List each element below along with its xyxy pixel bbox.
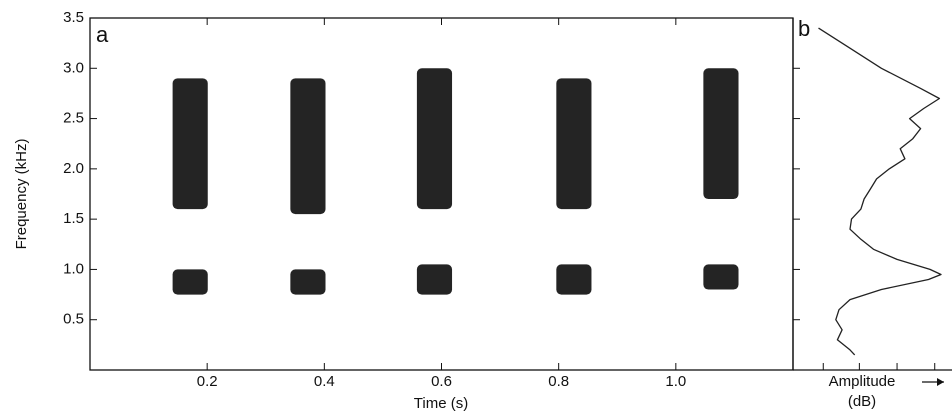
x-axis-unit: (dB)	[848, 393, 876, 410]
x-tick-label: 1.0	[665, 373, 686, 390]
y-tick-label: 0.5	[63, 311, 84, 328]
y-tick-label: 2.5	[63, 110, 84, 127]
call-band	[556, 264, 592, 295]
call-band	[416, 264, 453, 295]
x-tick-label: 0.2	[197, 373, 218, 390]
x-axis-label: Time (s)	[414, 395, 468, 412]
y-axis-label: Frequency (kHz)	[13, 139, 30, 250]
y-tick-label: 3.5	[63, 9, 84, 26]
call-band	[172, 269, 208, 295]
call-band	[172, 78, 208, 210]
x-tick-label: 0.4	[314, 373, 335, 390]
call-band	[290, 269, 326, 295]
spectrum-line	[818, 27, 942, 356]
y-tick-label: 1.0	[63, 260, 84, 277]
x-tick-label: 0.6	[431, 373, 452, 390]
call-band	[416, 68, 453, 210]
panel-label: b	[798, 16, 810, 41]
y-tick-label: 2.0	[63, 160, 84, 177]
y-tick-label: 1.5	[63, 210, 84, 227]
call-band	[703, 68, 739, 200]
y-tick-label: 3.0	[63, 59, 84, 76]
x-tick-label: 0.8	[548, 373, 569, 390]
arrow-head	[937, 378, 944, 386]
call-band	[703, 264, 739, 290]
call-band	[556, 78, 592, 210]
call-band	[290, 78, 326, 215]
x-axis-label: Amplitude	[829, 373, 896, 390]
panel-label: a	[96, 22, 109, 47]
